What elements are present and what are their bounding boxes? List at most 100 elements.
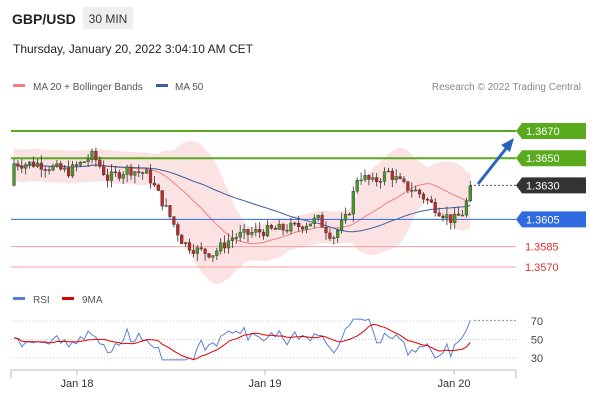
candle-body [316, 215, 320, 219]
candle-body [191, 250, 195, 254]
forecast-arrow-shaft [476, 145, 510, 185]
candle-body [277, 224, 281, 230]
candle-body [437, 212, 441, 217]
rsi-legend-swatch [13, 297, 25, 300]
candle-body [242, 229, 246, 233]
candle-body [351, 191, 355, 215]
candle-body [441, 215, 445, 219]
ma50-line [13, 163, 471, 233]
candle-body [429, 199, 433, 203]
candle-body [141, 172, 145, 174]
candle-body [199, 247, 203, 250]
candle-body [265, 225, 270, 237]
candle-body [113, 171, 117, 174]
candle-body [90, 150, 94, 160]
candle-body [195, 247, 199, 254]
candle-body [386, 170, 390, 173]
bollinger-band [14, 141, 471, 285]
candle-body [24, 164, 28, 169]
candle-body [47, 169, 51, 171]
candle-body [328, 232, 332, 239]
candle-body [398, 176, 402, 180]
candle-body [347, 213, 351, 216]
candle-body [20, 166, 24, 169]
candle-body [70, 164, 75, 177]
candle-body [207, 253, 211, 258]
candle-body [410, 190, 414, 192]
ma50-legend-swatch [156, 84, 168, 87]
candle-body [234, 237, 238, 239]
ma9-legend-swatch [62, 297, 74, 300]
candle-body [230, 237, 234, 241]
rsi-legend-label: RSI [33, 295, 50, 306]
candle-body [308, 223, 312, 227]
candle-body [269, 225, 273, 229]
candle-body [433, 202, 437, 214]
candle-body [363, 174, 367, 181]
candle-body [31, 161, 36, 167]
candle-body [35, 162, 39, 167]
candle-body [164, 205, 168, 207]
candle-body [281, 224, 285, 231]
candle-body [148, 169, 153, 184]
candle-body [156, 184, 160, 191]
candle-body [160, 190, 164, 207]
candle-body [394, 176, 398, 180]
candle-body [246, 229, 250, 235]
candle-body [445, 214, 449, 219]
rsi-ma9-line [13, 323, 471, 361]
candle-body [117, 172, 121, 179]
candle-body [285, 229, 289, 232]
candle-body [297, 222, 301, 228]
candle-body [59, 163, 63, 170]
level-label-1.3605: 1.3605 [526, 214, 560, 226]
candle-body [402, 178, 406, 182]
candle-body [39, 162, 43, 170]
level-label-1.3630: 1.3630 [526, 180, 560, 192]
timeframe-badge [83, 7, 133, 29]
candles-layer [12, 147, 472, 263]
candle-body [203, 248, 207, 254]
candle-body [51, 165, 55, 171]
level-label-1.3585: 1.3585 [525, 242, 559, 254]
ma20-legend-label: MA 20 + Bollinger Bands [33, 82, 143, 93]
candle-body [133, 171, 137, 176]
candle-body [238, 232, 242, 238]
candle-body [320, 215, 324, 228]
candle-body [382, 171, 387, 182]
candle-body [425, 198, 429, 201]
candle-body [336, 230, 340, 238]
candle-body [324, 227, 328, 234]
datetime-label: Thursday, January 20, 2022 3:04:10 AM CE… [13, 42, 254, 56]
level-label-1.3670: 1.3670 [526, 126, 560, 138]
candle-body [98, 159, 102, 167]
candle-body [215, 250, 219, 256]
candle-body [78, 161, 82, 166]
candle-body [390, 170, 394, 180]
candle-body [449, 214, 453, 223]
level-label-1.3570: 1.3570 [525, 262, 559, 274]
candle-body [82, 161, 86, 163]
candle-body [121, 174, 125, 179]
candle-body [211, 255, 215, 258]
candle-body [293, 222, 297, 225]
ma20-legend-swatch [13, 84, 25, 87]
candle-body [457, 213, 461, 216]
levels-layer: 1.3670 1.3650 1.3630 1.3605 1.3585 1.3570 [11, 123, 586, 274]
rsi-panel: 70 50 30 [11, 316, 543, 365]
candle-body [16, 163, 20, 167]
level-label-1.3650: 1.3650 [526, 153, 560, 165]
rsi-tick-50: 50 [531, 335, 543, 347]
candle-body [379, 181, 383, 183]
candle-body [105, 174, 110, 181]
timeframe-label: 30 MIN [89, 12, 128, 26]
candle-body [129, 166, 133, 176]
candle-body [301, 226, 305, 230]
candle-body [359, 179, 363, 182]
symbol-title: GBP/USD [12, 11, 76, 27]
candle-body [468, 185, 472, 202]
candle-body [152, 182, 156, 186]
candle-body [222, 242, 227, 249]
ma9-legend-label: 9MA [82, 295, 103, 306]
